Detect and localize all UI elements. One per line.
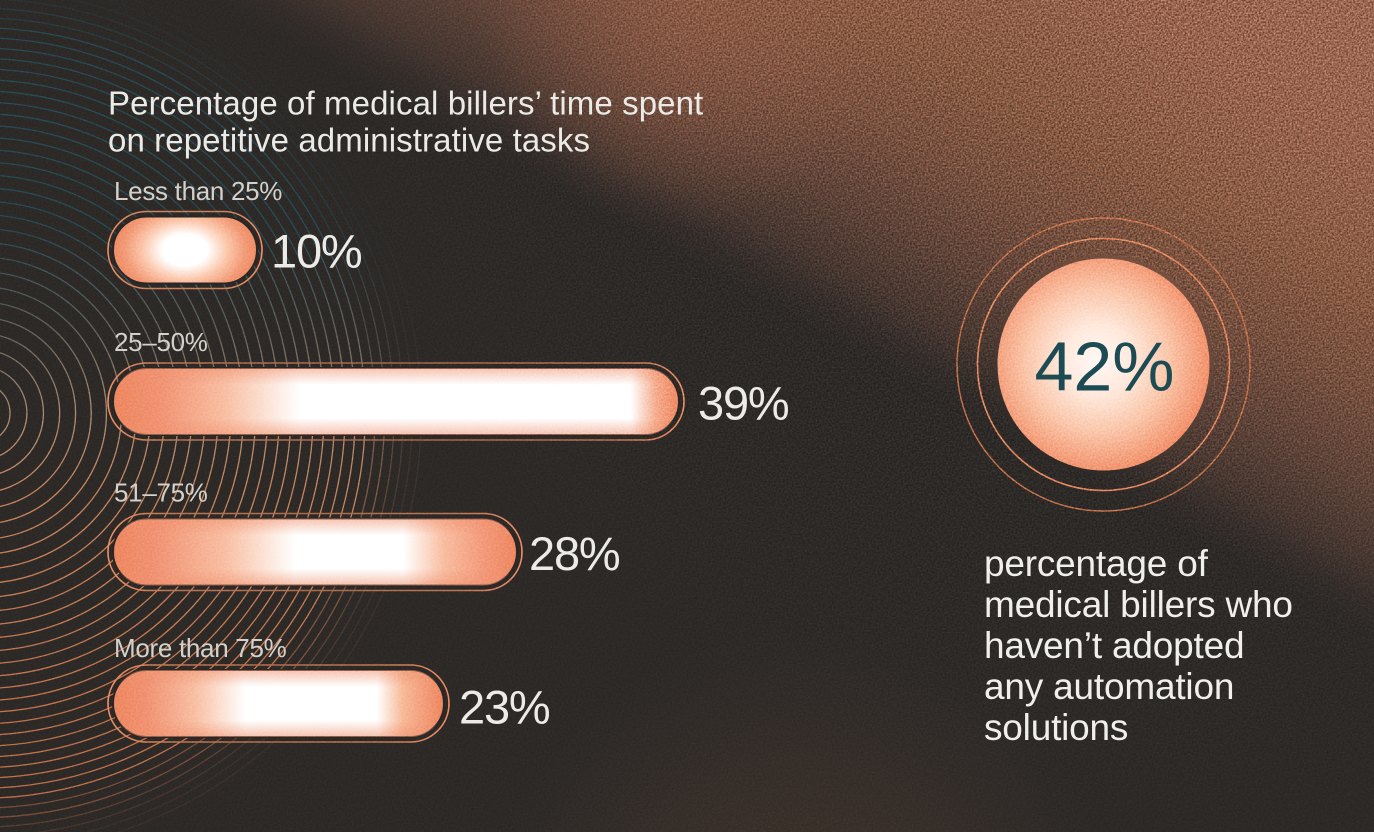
svg-text:42%: 42% — [1034, 328, 1174, 406]
svg-text:solutions: solutions — [984, 707, 1128, 748]
svg-text:percentage of: percentage of — [984, 543, 1209, 584]
svg-text:medical billers who: medical billers who — [984, 584, 1293, 625]
svg-text:23%: 23% — [459, 681, 550, 734]
svg-text:28%: 28% — [529, 527, 620, 580]
svg-text:Less than 25%: Less than 25% — [114, 176, 282, 206]
svg-text:Percentage of medical billers’: Percentage of medical billers’ time spen… — [108, 85, 703, 122]
svg-text:51–75%: 51–75% — [114, 478, 208, 508]
svg-text:More than 75%: More than 75% — [114, 633, 287, 663]
svg-text:25–50%: 25–50% — [114, 327, 208, 357]
svg-text:haven’t adopted: haven’t adopted — [984, 625, 1244, 666]
svg-text:10%: 10% — [271, 225, 362, 278]
svg-text:any automation: any automation — [984, 666, 1234, 707]
svg-text:39%: 39% — [698, 377, 789, 430]
svg-text:on repetitive administrative t: on repetitive administrative tasks — [108, 122, 590, 159]
